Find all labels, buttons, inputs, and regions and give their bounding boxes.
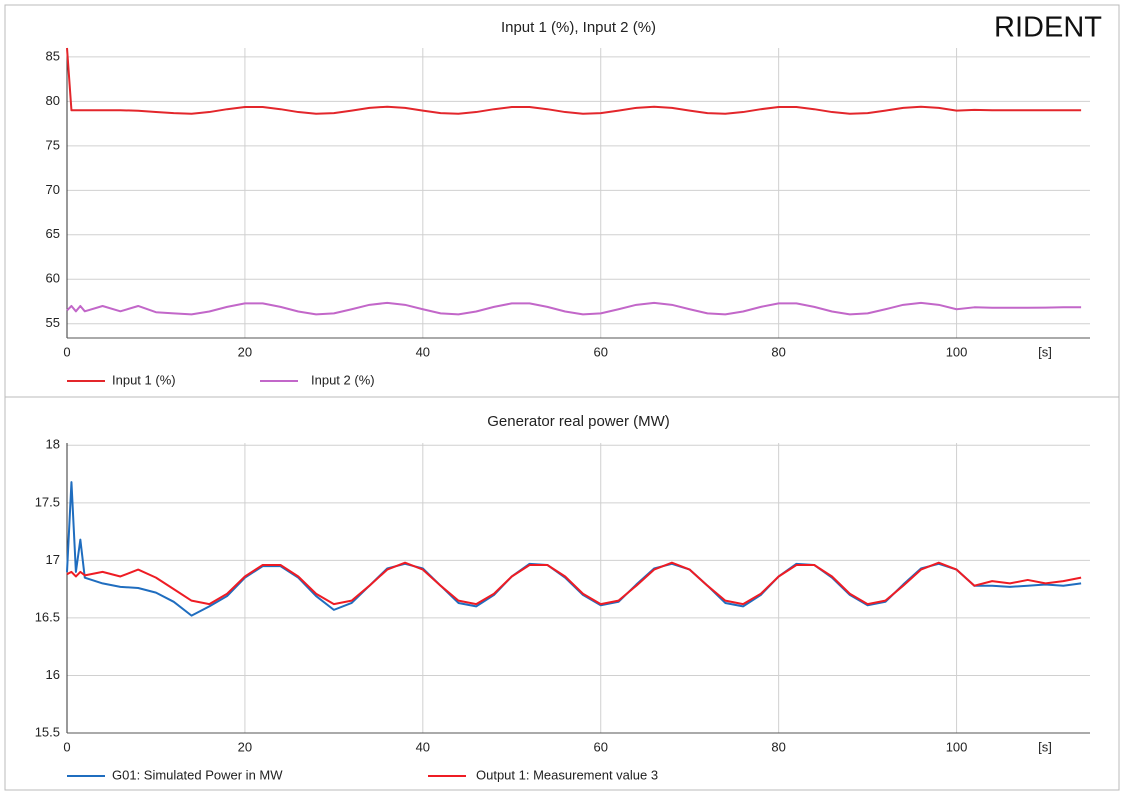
data-line xyxy=(66,561,1082,606)
logo: RIDENT xyxy=(994,12,1102,44)
y-tick-label: 17 xyxy=(46,552,60,567)
x-axis-label: [s] xyxy=(1038,344,1052,359)
x-tick-label: 80 xyxy=(771,344,785,359)
chart-title: Input 1 (%), Input 2 (%) xyxy=(501,19,656,36)
y-tick-label: 85 xyxy=(46,48,60,63)
y-tick-label: 65 xyxy=(46,226,60,241)
legend-label: Output 1: Measurement value 3 xyxy=(476,767,658,782)
x-tick-label: 60 xyxy=(594,344,608,359)
y-tick-label: 75 xyxy=(46,137,60,152)
x-tick-label: 20 xyxy=(238,739,252,754)
x-axis-label: [s] xyxy=(1038,739,1052,754)
chart-title: Generator real power (MW) xyxy=(487,413,670,430)
x-tick-label: 80 xyxy=(771,739,785,754)
x-tick-label: 0 xyxy=(63,344,70,359)
y-tick-label: 70 xyxy=(46,182,60,197)
y-tick-label: 80 xyxy=(46,93,60,108)
data-line xyxy=(66,301,1082,316)
x-tick-label: 60 xyxy=(594,739,608,754)
y-tick-label: 16.5 xyxy=(35,609,60,624)
y-tick-label: 60 xyxy=(46,271,60,286)
legend-label: G01: Simulated Power in MW xyxy=(112,767,283,782)
y-tick-label: 18 xyxy=(46,437,60,452)
x-tick-label: 100 xyxy=(946,739,968,754)
x-tick-label: 0 xyxy=(63,739,70,754)
legend-label: Input 2 (%) xyxy=(311,372,375,387)
data-line xyxy=(66,47,1082,115)
x-tick-label: 40 xyxy=(416,344,430,359)
data-line xyxy=(66,481,1082,617)
x-tick-label: 40 xyxy=(416,739,430,754)
legend-label: Input 1 (%) xyxy=(112,372,176,387)
y-tick-label: 55 xyxy=(46,315,60,330)
y-tick-label: 17.5 xyxy=(35,494,60,509)
x-tick-label: 100 xyxy=(946,344,968,359)
panel-bottom xyxy=(4,396,1120,791)
x-tick-label: 20 xyxy=(238,344,252,359)
y-tick-label: 15.5 xyxy=(35,724,60,739)
y-tick-label: 16 xyxy=(46,667,60,682)
